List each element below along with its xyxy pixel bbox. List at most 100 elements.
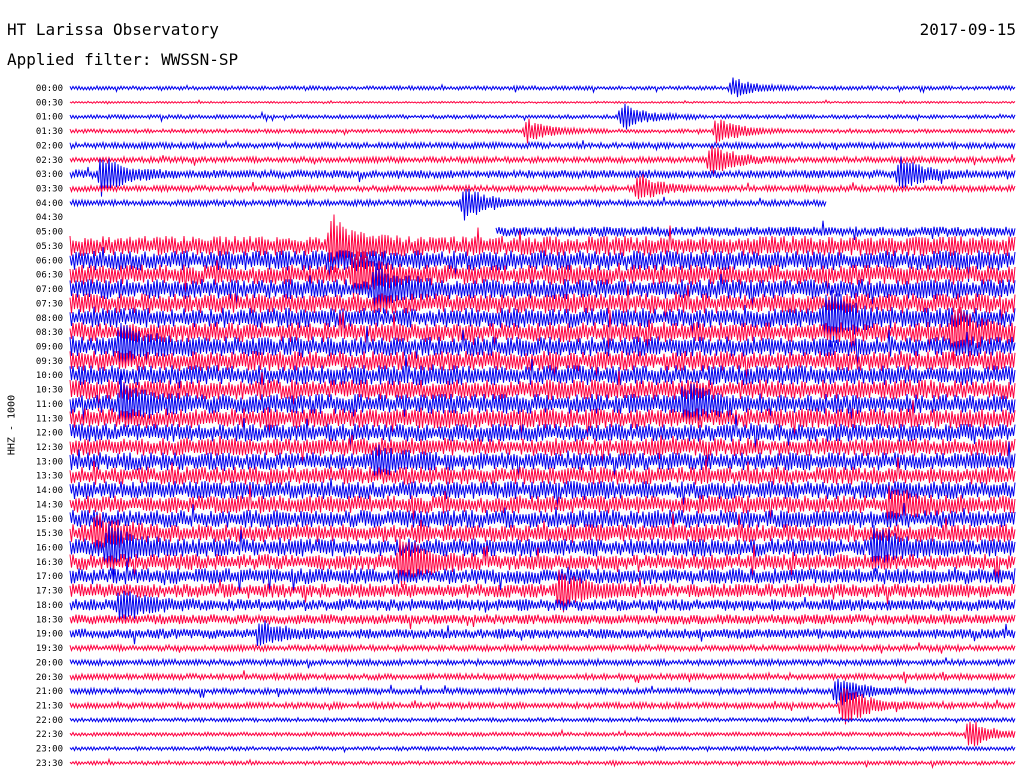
time-label: 06:00 xyxy=(36,256,63,266)
time-label: 23:00 xyxy=(36,745,63,755)
trace-row-1500 xyxy=(69,502,1016,528)
time-label: 07:00 xyxy=(36,285,63,295)
trace-row-0600 xyxy=(69,247,1016,283)
trace-row-1530 xyxy=(69,513,1016,553)
time-label: 22:30 xyxy=(36,730,63,740)
time-label: 02:00 xyxy=(36,141,63,151)
trace-row-0030 xyxy=(69,99,1016,105)
trace-row-1730 xyxy=(69,569,1016,613)
time-label: 22:00 xyxy=(36,716,63,726)
time-label: 01:30 xyxy=(36,127,63,137)
trace-row-0830 xyxy=(69,307,1016,362)
time-label: 19:00 xyxy=(36,630,63,640)
time-label: 09:30 xyxy=(36,357,63,367)
trace-row-2200 xyxy=(69,715,1016,724)
trace-row-1200 xyxy=(69,414,1016,451)
time-label: 12:00 xyxy=(36,429,63,439)
trace-row-0400 xyxy=(69,188,827,221)
trace-row-0730 xyxy=(69,285,1016,324)
trace-row-1130 xyxy=(69,400,1016,441)
filter-label: Applied filter: WWSSN-SP xyxy=(7,50,239,69)
time-label: 05:30 xyxy=(36,242,63,252)
time-label: 14:00 xyxy=(36,486,63,496)
trace-row-1700 xyxy=(69,560,1016,594)
trace-row-1830 xyxy=(69,613,1016,630)
time-label: 08:30 xyxy=(36,328,63,338)
time-label: 05:00 xyxy=(36,228,63,238)
station-title: HT Larissa Observatory xyxy=(7,20,219,39)
time-label: 08:00 xyxy=(36,314,63,324)
time-label: 13:00 xyxy=(36,457,63,467)
time-labels: 00:00 00:30 01:00 01:30 02:00 02:30 03:00 03:30… xyxy=(36,84,63,769)
time-label: 21:00 xyxy=(36,687,63,697)
trace-row-1030 xyxy=(69,370,1016,412)
seismic-traces xyxy=(69,77,1016,770)
trace-row-0330 xyxy=(69,174,1016,200)
time-label: 17:30 xyxy=(36,587,63,597)
time-label: 18:30 xyxy=(36,615,63,625)
time-label: 18:00 xyxy=(36,601,63,611)
trace-row-0000 xyxy=(69,77,1016,98)
trace-row-0800 xyxy=(69,290,1016,348)
trace-row-0930 xyxy=(69,350,1016,382)
time-label: 03:00 xyxy=(36,170,63,180)
trace-row-0100 xyxy=(69,103,1016,130)
time-label: 19:30 xyxy=(36,644,63,654)
trace-row-1630 xyxy=(69,536,1016,588)
trace-row-1000 xyxy=(69,354,1016,389)
trace-row-2300 xyxy=(69,745,1016,754)
time-label: 10:30 xyxy=(36,386,63,396)
trace-row-0530 xyxy=(69,214,1016,273)
time-label: 06:30 xyxy=(36,271,63,281)
trace-row-0700 xyxy=(69,263,1016,314)
trace-row-1900 xyxy=(69,620,1016,647)
trace-row-0630 xyxy=(69,251,1016,300)
time-label: 03:30 xyxy=(36,185,63,195)
time-label: 10:00 xyxy=(36,371,63,381)
time-label: 15:00 xyxy=(36,515,63,525)
trace-row-1430 xyxy=(69,484,1016,525)
time-label: 04:00 xyxy=(36,199,63,209)
trace-row-0500 xyxy=(495,220,1016,241)
trace-row-1230 xyxy=(69,434,1016,466)
time-label: 23:30 xyxy=(36,759,63,769)
time-label: 15:30 xyxy=(36,529,63,539)
time-label: 00:00 xyxy=(36,84,63,94)
trace-row-0130 xyxy=(69,118,1016,144)
trace-row-1300 xyxy=(69,441,1016,480)
trace-row-2330 xyxy=(69,757,1016,770)
time-label: 04:30 xyxy=(36,213,63,223)
time-label: 21:30 xyxy=(36,701,63,711)
time-label: 11:30 xyxy=(36,414,63,424)
time-label: 20:00 xyxy=(36,658,63,668)
trace-row-1330 xyxy=(69,457,1016,485)
time-label: 02:30 xyxy=(36,156,63,166)
trace-row-1100 xyxy=(69,373,1016,428)
time-label: 12:30 xyxy=(36,443,63,453)
time-label: 16:00 xyxy=(36,544,63,554)
trace-row-1600 xyxy=(69,523,1016,579)
channel-label: HHZ - 1000 xyxy=(6,394,18,456)
trace-row-0200 xyxy=(69,139,1016,152)
trace-row-2100 xyxy=(69,678,1016,706)
trace-row-2000 xyxy=(69,657,1016,669)
time-label: 01:00 xyxy=(36,113,63,123)
trace-row-0230 xyxy=(69,145,1016,175)
time-label: 07:30 xyxy=(36,299,63,309)
time-label: 00:30 xyxy=(36,98,63,108)
time-label: 14:30 xyxy=(36,500,63,510)
trace-row-1800 xyxy=(69,590,1016,621)
time-label: 11:00 xyxy=(36,400,63,410)
trace-row-0300 xyxy=(69,156,1016,197)
time-label: 20:30 xyxy=(36,673,63,683)
trace-row-2030 xyxy=(69,670,1016,684)
trace-row-1400 xyxy=(69,478,1016,509)
trace-row-2130 xyxy=(69,687,1016,725)
time-label: 13:30 xyxy=(36,472,63,482)
time-label: 09:00 xyxy=(36,342,63,352)
date-label: 2017-09-15 xyxy=(919,20,1016,39)
time-label: 16:30 xyxy=(36,558,63,568)
trace-row-1930 xyxy=(69,642,1016,654)
time-label: 17:00 xyxy=(36,572,63,582)
